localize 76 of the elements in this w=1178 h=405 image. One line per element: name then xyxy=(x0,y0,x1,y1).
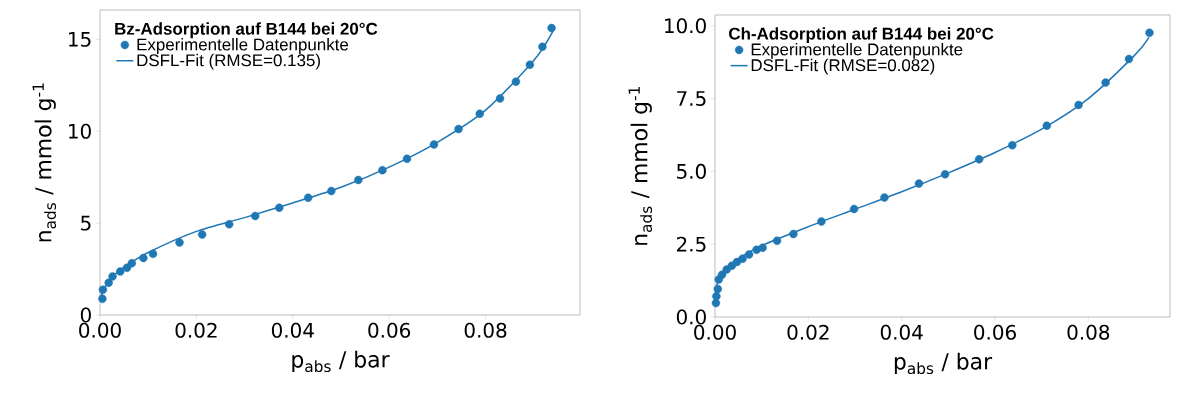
point xyxy=(914,179,924,188)
x-axis-title: p$_{abs}$ / bar xyxy=(894,352,993,375)
y-tick-label: 10.0 xyxy=(665,18,706,34)
point xyxy=(475,109,484,119)
point xyxy=(772,236,782,245)
point xyxy=(817,217,826,226)
point xyxy=(849,204,859,214)
point xyxy=(275,203,284,212)
point xyxy=(327,186,336,196)
point xyxy=(525,60,535,69)
point xyxy=(538,42,547,51)
x-tick-label: 0.04 xyxy=(880,324,923,340)
point xyxy=(1008,140,1017,150)
point xyxy=(789,229,798,239)
point xyxy=(1145,28,1154,37)
y-tick-label: 0 xyxy=(80,307,91,323)
point xyxy=(139,253,148,263)
x-tick-label: 0.00 xyxy=(79,322,121,338)
point xyxy=(511,77,521,86)
y-tick-label: 2.5 xyxy=(677,236,706,252)
point xyxy=(250,211,260,221)
point xyxy=(758,243,767,252)
point xyxy=(429,140,439,149)
point xyxy=(402,154,412,164)
point xyxy=(744,250,754,259)
point xyxy=(108,272,117,281)
x-tick-label: 0.06 xyxy=(368,322,411,338)
y-tick-label: 10 xyxy=(69,123,91,139)
point xyxy=(454,124,463,134)
point xyxy=(127,258,137,268)
point xyxy=(304,193,313,202)
point xyxy=(98,294,107,304)
x-axis-title: p$_{abs}$ / bar xyxy=(292,350,390,373)
point xyxy=(880,193,889,202)
x-tick-label: 0.00 xyxy=(694,324,736,340)
point xyxy=(1124,54,1134,64)
legend-title: Ch-Adsorption auf B144 bei 20°C xyxy=(729,27,994,44)
point xyxy=(1101,78,1110,87)
x-tick-label: 0.02 xyxy=(787,324,829,340)
point xyxy=(712,292,721,301)
legend-label: Experimentelle Datenpunkte xyxy=(751,43,963,59)
point xyxy=(148,249,158,259)
point xyxy=(354,175,363,185)
point xyxy=(104,278,113,288)
legend-label: Experimentelle Datenpunkte xyxy=(137,38,349,54)
point xyxy=(175,238,184,247)
point xyxy=(974,154,984,164)
x-tick-label: 0.08 xyxy=(464,322,507,338)
point xyxy=(1042,121,1052,130)
y-axis-title: n$_{ads}$ / mmol g$^{-1}$ xyxy=(628,87,653,245)
legend-label: DSFL-Fit (RMSE=0.135) xyxy=(137,53,320,70)
point xyxy=(122,263,132,272)
point xyxy=(197,230,207,239)
y-axis-title: n$_{ads}$ / mmol g$^{-1}$ xyxy=(32,83,57,242)
y-tick-label: 15 xyxy=(69,32,91,47)
point xyxy=(495,94,505,103)
point xyxy=(717,270,727,279)
y-tick-label: 5 xyxy=(81,215,91,231)
legend-title: Bz-Adsorption auf B144 bei 20°C xyxy=(115,22,378,39)
point xyxy=(713,284,723,294)
point xyxy=(547,23,556,33)
point xyxy=(738,254,747,263)
point xyxy=(224,220,234,229)
point xyxy=(1074,100,1083,110)
point xyxy=(98,285,108,294)
x-tick-label: 0.04 xyxy=(271,322,314,338)
point xyxy=(378,166,387,175)
point xyxy=(940,170,950,179)
y-tick-label: 7.5 xyxy=(677,91,706,106)
x-tick-label: 0.06 xyxy=(974,324,1016,340)
x-tick-label: 0.08 xyxy=(1067,324,1110,340)
point xyxy=(116,267,125,276)
legend-label: DSFL-Fit (RMSE=0.082) xyxy=(751,58,935,75)
y-tick-label: 5.0 xyxy=(677,163,706,179)
y-tick-label: 0.0 xyxy=(676,309,706,325)
x-tick-label: 0.02 xyxy=(175,322,217,338)
